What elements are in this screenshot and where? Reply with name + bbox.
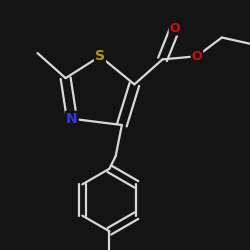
- Text: N: N: [66, 112, 78, 126]
- Text: S: S: [95, 49, 105, 63]
- Text: O: O: [170, 22, 180, 35]
- Text: O: O: [192, 50, 202, 63]
